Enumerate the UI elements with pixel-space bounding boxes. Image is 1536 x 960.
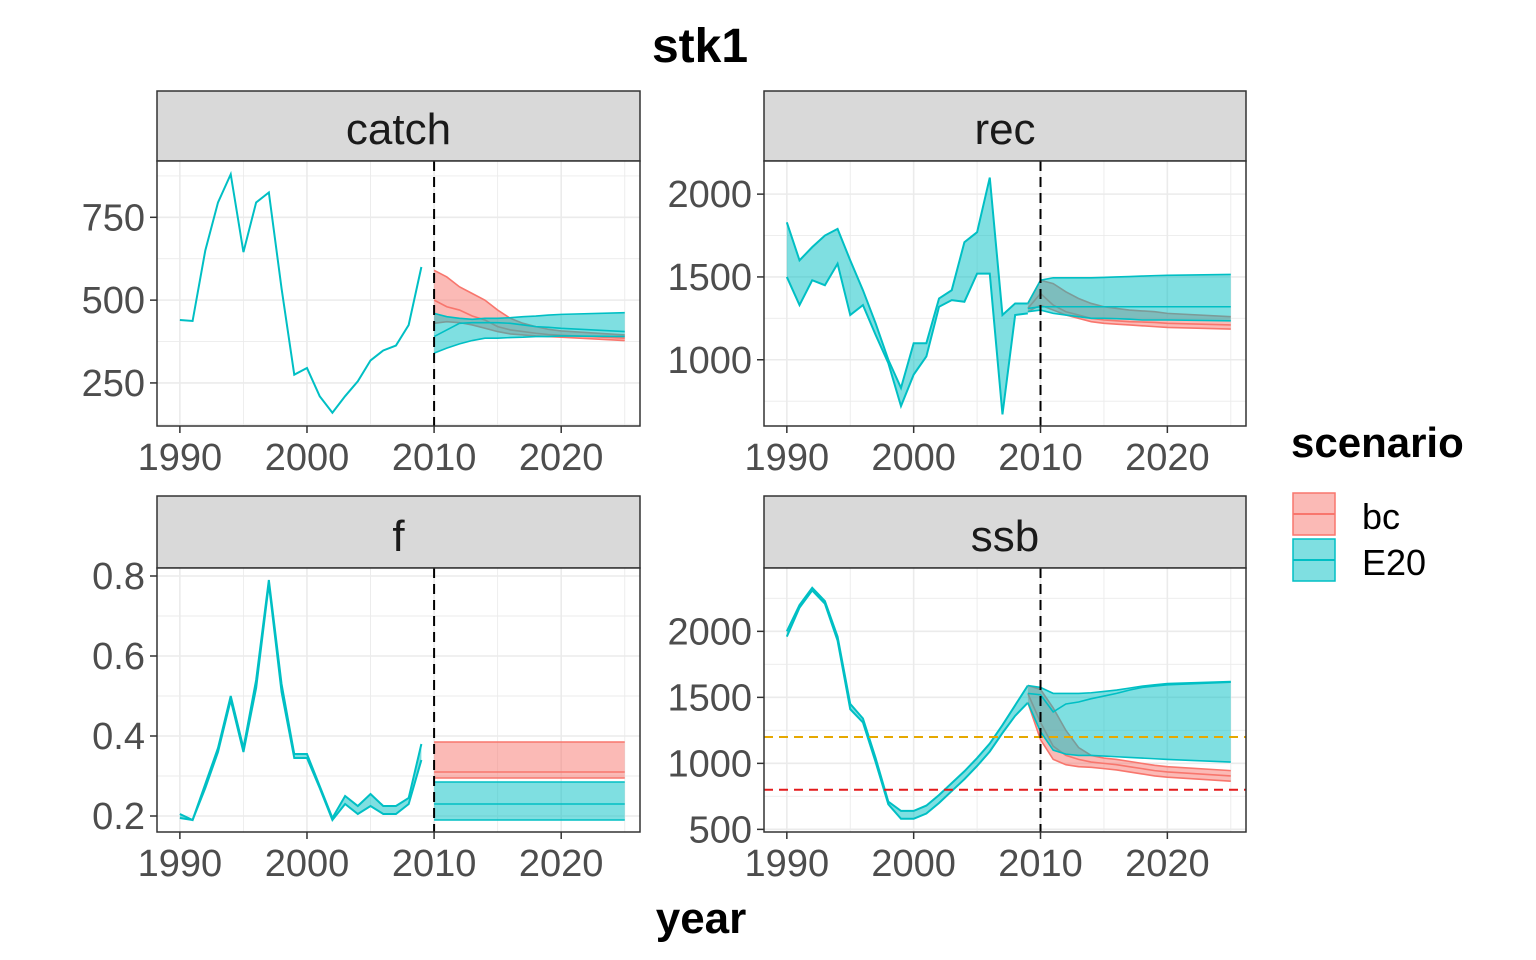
f-strip — [156, 495, 641, 569]
ssb-e20-median — [1027, 681, 1231, 713]
rec-y-tick-label: 2000 — [667, 174, 752, 216]
rec-y-tick-label: 1500 — [667, 257, 752, 299]
rec-y-tick-label: 1000 — [667, 340, 752, 382]
rec-strip — [763, 90, 1247, 162]
catch-plot-border — [156, 160, 641, 427]
f-strip-label: f — [392, 512, 405, 561]
legend-title: scenario — [1291, 419, 1464, 466]
f-x-tick-label: 2010 — [392, 843, 477, 885]
panel-catch: catch 1990 2000 2010 2020 250 500 750 — [82, 90, 641, 479]
catch-x-tick-label: 2020 — [519, 437, 604, 479]
legend-label-e20: E20 — [1362, 542, 1426, 583]
ssb-x-tick-label: 2000 — [871, 843, 956, 885]
catch-x-tick-label: 1990 — [138, 437, 223, 479]
catch-y-tick-label: 750 — [82, 197, 145, 239]
figure-title: stk1 — [652, 20, 748, 73]
ssb-y-tick-label: 1000 — [667, 743, 752, 785]
f-y-tick-label: 0.6 — [92, 636, 145, 678]
ssb-plot-border — [763, 567, 1247, 833]
f-e20-band — [434, 782, 625, 820]
rec-e20-median — [1027, 305, 1231, 310]
f-plot-border — [156, 567, 641, 833]
catch-y-tick-label: 500 — [82, 280, 145, 322]
f-bc-band — [434, 742, 625, 778]
ssb-bc-band — [1027, 685, 1231, 782]
f-x-tick-label: 1990 — [138, 843, 223, 885]
rec-history-lower — [785, 261, 1028, 415]
catch-strip-label: catch — [346, 105, 451, 154]
f-y-tick-label: 0.4 — [92, 716, 145, 758]
ssb-y-tick-label: 500 — [689, 809, 752, 851]
legend-label-bc: bc — [1362, 496, 1400, 537]
rec-plot-border — [763, 160, 1247, 427]
rec-x-tick-label: 2020 — [1125, 437, 1210, 479]
catch-y-tick-label: 250 — [82, 363, 145, 405]
catch-x-tick-label: 2010 — [392, 437, 477, 479]
legend-key-e20 — [1292, 538, 1336, 582]
rec-x-tick-label: 1990 — [745, 437, 830, 479]
ssb-history-lower — [785, 588, 1029, 820]
ssb-x-tick-label: 2010 — [998, 843, 1083, 885]
catch-e20-upper — [433, 311, 625, 321]
ssb-strip-label: ssb — [971, 512, 1039, 561]
catch-strip — [156, 90, 641, 162]
panel-ssb: ssb 1990 2000 2010 2020 500 1000 1500 2000 — [667, 495, 1247, 885]
panel-rec: rec 1990 2000 2010 2020 1000 1500 2000 — [667, 90, 1247, 479]
panel-f: f 1990 2000 2010 2020 0.2 0.4 0.6 0.8 — [92, 495, 641, 885]
rec-history-upper — [785, 177, 1028, 391]
rec-strip-label: rec — [974, 105, 1035, 154]
rec-e20-upper — [1027, 273, 1231, 304]
f-x-tick-label: 2020 — [519, 843, 604, 885]
ssb-bc-lower — [1027, 702, 1231, 782]
legend-key-bc — [1292, 492, 1336, 536]
f-history-lower — [179, 583, 423, 822]
legend: scenario bc E20 — [1291, 419, 1464, 583]
rec-e20-band — [1027, 274, 1231, 321]
rec-x-tick-label: 2010 — [998, 437, 1083, 479]
catch-x-tick-label: 2000 — [265, 437, 350, 479]
ssb-x-tick-label: 2020 — [1125, 843, 1210, 885]
catch-e20-median — [433, 321, 625, 338]
rec-e20-lower — [1027, 309, 1231, 322]
f-y-tick-label: 0.2 — [92, 796, 145, 838]
catch-e20-lower — [433, 335, 625, 354]
f-x-tick-label: 2000 — [265, 843, 350, 885]
ssb-e20-upper — [1027, 680, 1231, 695]
ssb-y-tick-label: 1500 — [667, 677, 752, 719]
rec-x-tick-label: 2000 — [871, 437, 956, 479]
ssb-x-tick-label: 1990 — [745, 843, 830, 885]
catch-plot-bg — [157, 161, 640, 426]
catch-history-line — [179, 170, 423, 415]
x-axis-label: year — [656, 894, 747, 943]
ssb-y-tick-label: 2000 — [667, 611, 752, 653]
ssb-e20-lower — [1027, 702, 1231, 763]
f-y-tick-label: 0.8 — [92, 556, 145, 598]
